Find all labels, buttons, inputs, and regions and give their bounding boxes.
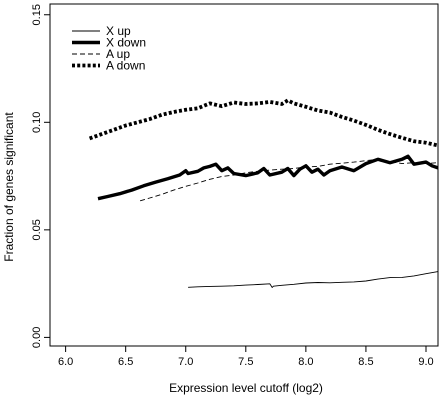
x-tick-label: 9.0: [418, 356, 433, 368]
series-line-x-down: [97, 154, 439, 201]
series-line-x-up: [188, 271, 439, 288]
series-layer: [88, 98, 439, 288]
legend-label: X up: [106, 24, 131, 38]
y-tick-label: 0.10: [31, 112, 43, 133]
y-tick-label: 0.00: [31, 327, 43, 348]
legend-label: A down: [106, 59, 145, 73]
y-axis-label: Fraction of genes significant: [2, 112, 16, 262]
legend-label: X down: [106, 36, 146, 50]
series-line-a-down: [88, 98, 439, 148]
x-axis-label: Expression level cutoff (log2): [169, 381, 323, 395]
axes: 6.0 6.5 7.0 7.5 8.0 8.5 9.0 0.00 0.05 0.10 0.15: [31, 3, 439, 368]
legend-label: A up: [106, 47, 130, 61]
plot-frame: [49, 3, 439, 347]
x-tick-label: 7.5: [238, 356, 253, 368]
x-tick-label: 6.0: [58, 356, 73, 368]
x-tick-label: 8.0: [298, 356, 313, 368]
series-line-a-up: [139, 158, 439, 202]
y-tick-label: 0.15: [31, 4, 43, 25]
x-tick-label: 6.5: [118, 356, 133, 368]
y-tick-label: 0.05: [31, 219, 43, 240]
x-tick-label: 7.0: [178, 356, 193, 368]
x-tick-label: 8.5: [358, 356, 373, 368]
